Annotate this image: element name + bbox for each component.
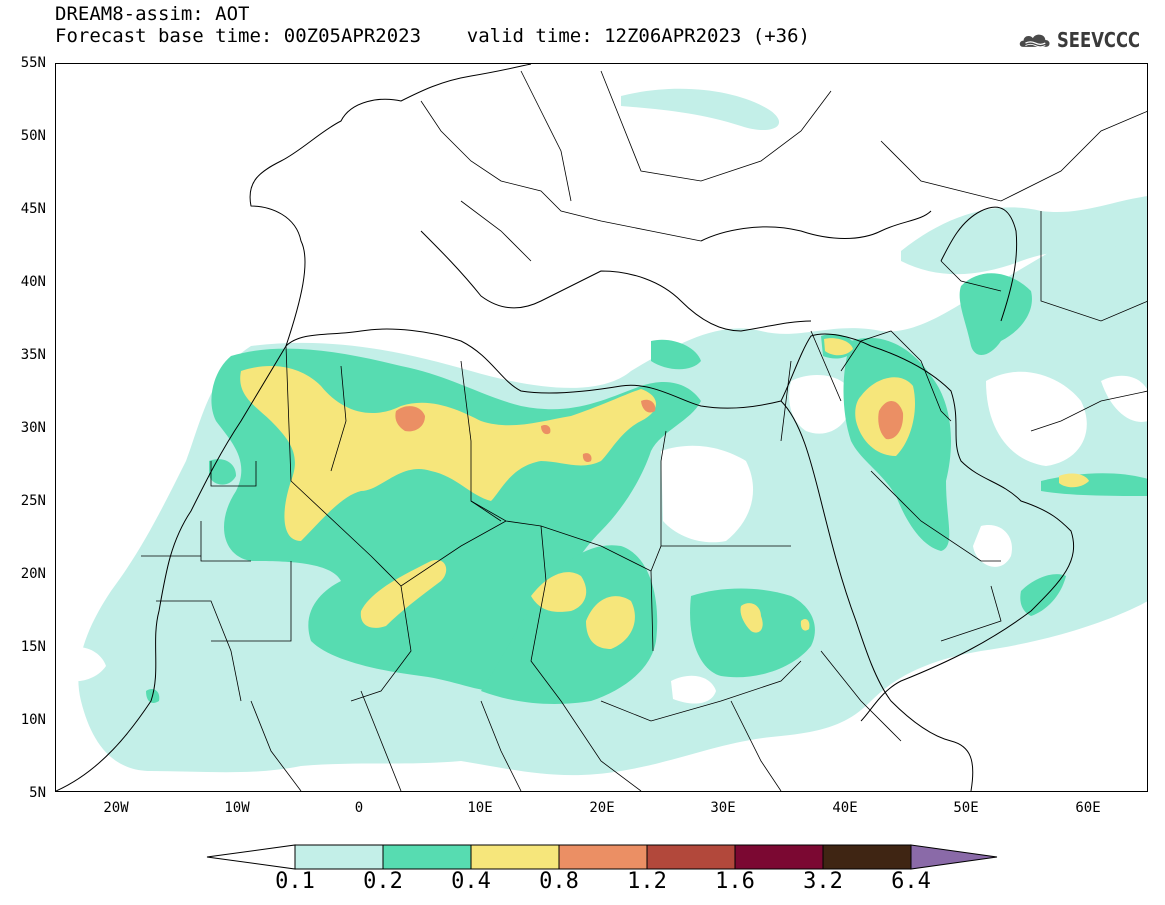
lon-label: 10W — [224, 800, 250, 816]
lon-label: 30E — [710, 800, 736, 816]
lon-label: 60E — [1075, 800, 1101, 816]
lat-label: 30N — [20, 420, 46, 436]
colorbar-bin — [822, 844, 912, 870]
seevccc-logo: SEEVCCC — [1018, 22, 1158, 58]
lat-label: 35N — [20, 347, 46, 363]
map-title: DREAM8-assim: AOT — [55, 3, 250, 25]
forecast-time-line: Forecast base time: 00Z05APR2023 valid t… — [55, 25, 810, 47]
colorbar-bin — [294, 844, 384, 870]
lon-label: 10E — [467, 800, 493, 816]
lon-label: 50E — [953, 800, 979, 816]
colorbar-label: 1.6 — [715, 869, 755, 894]
lat-label: 20N — [20, 566, 46, 582]
lat-label: 10N — [20, 712, 46, 728]
colorbar-bin — [646, 844, 736, 870]
colorbar-under-arrow — [206, 844, 296, 870]
colorbar — [206, 844, 998, 870]
colorbar-bin — [470, 844, 560, 870]
colorbar-bin — [734, 844, 824, 870]
coastlines — [56, 64, 1075, 791]
lon-label: 0 — [354, 800, 364, 816]
colorbar-bin — [558, 844, 648, 870]
lat-label: 45N — [20, 201, 46, 217]
colorbar-label: 3.2 — [803, 869, 843, 894]
aot-contour-0-8 — [395, 399, 904, 463]
map-area — [55, 63, 1148, 792]
aot-contour-0-4 — [240, 338, 1089, 649]
colorbar-over-arrow — [910, 844, 998, 870]
lon-label: 20E — [589, 800, 615, 816]
lon-label: 40E — [832, 800, 858, 816]
lat-label: 25N — [20, 493, 46, 509]
country-borders — [141, 70, 1147, 791]
cloud-logo-icon — [1019, 34, 1050, 48]
lat-label: 50N — [20, 128, 46, 144]
lat-label: 55N — [20, 55, 46, 71]
logo-text: SEEVCCC — [1056, 28, 1140, 52]
colorbar-label: 0.2 — [363, 869, 403, 894]
colorbar-label: 0.1 — [275, 869, 315, 894]
lat-label: 15N — [20, 639, 46, 655]
aot-map — [56, 64, 1147, 791]
colorbar-label: 6.4 — [891, 869, 931, 894]
colorbar-label: 0.8 — [539, 869, 579, 894]
colorbar-bin — [382, 844, 472, 870]
aot-below-threshold — [61, 371, 1147, 704]
lat-label: 5N — [29, 785, 46, 801]
colorbar-label: 1.2 — [627, 869, 667, 894]
lat-label: 40N — [20, 274, 46, 290]
lon-label: 20W — [103, 800, 129, 816]
colorbar-label: 0.4 — [451, 869, 491, 894]
